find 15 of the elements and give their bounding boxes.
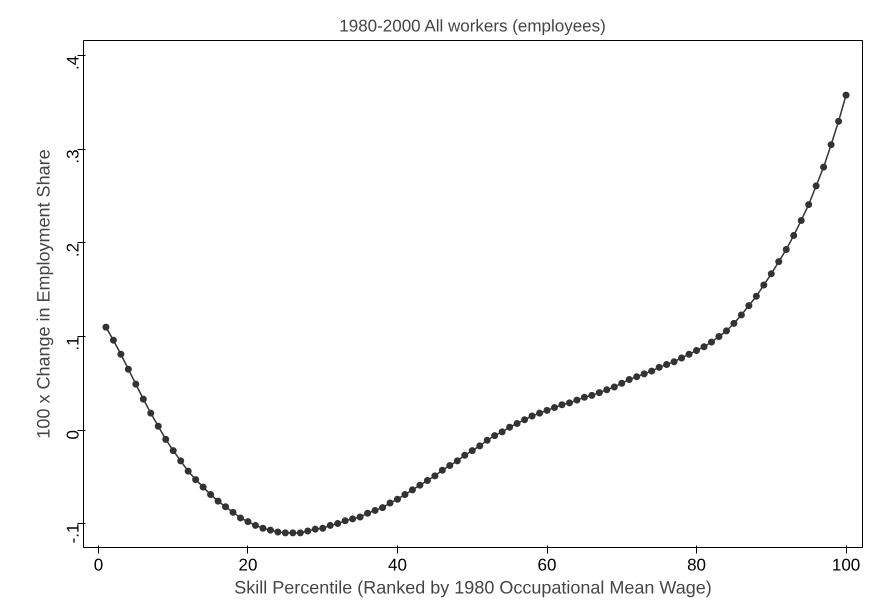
x-tick-label: 40: [388, 556, 407, 574]
y-tick-label: .2: [64, 242, 82, 258]
y-tick-label: .4: [64, 56, 82, 70]
y-tick-label: .3: [64, 149, 82, 164]
x-tick-label: 20: [238, 556, 258, 574]
chart-title: 1980-2000 All workers (employees): [339, 16, 606, 36]
y-axis-title: 100 x Change in Employment Share: [34, 149, 54, 439]
y-tick-label: .1: [64, 336, 82, 351]
x-tick-label: 0: [94, 556, 104, 574]
x-tick-label: 100: [832, 556, 860, 574]
x-tick-label: 60: [538, 556, 556, 574]
y-tick-label: 0: [64, 430, 82, 440]
x-axis-title: Skill Percentile (Ranked by 1980 Occupational Mean Wage): [234, 578, 712, 598]
y-tick-label: -.1: [64, 524, 82, 544]
x-tick-label: 80: [687, 556, 706, 574]
